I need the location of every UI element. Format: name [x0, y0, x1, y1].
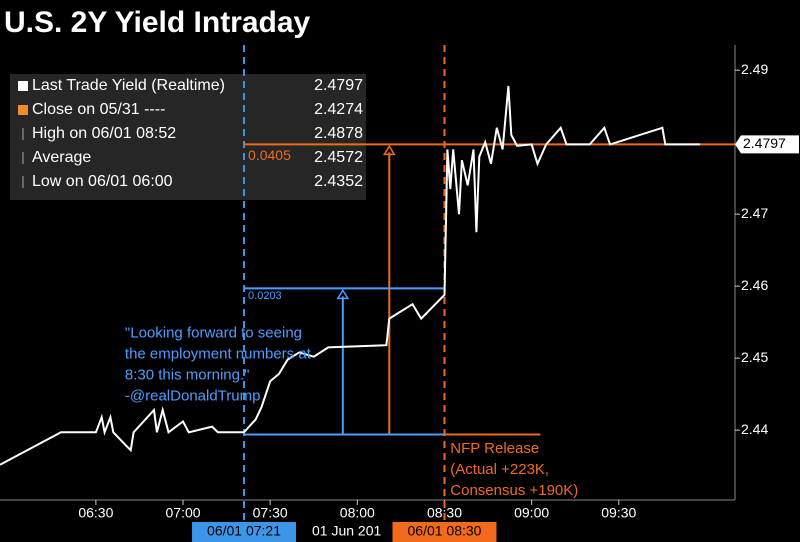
x-tick-label: 06:30	[78, 505, 113, 521]
last-value-tag	[735, 135, 799, 154]
y-tick-label: 2.49	[741, 61, 768, 77]
legend-value: 2.4274	[314, 101, 363, 118]
legend-value: 2.4797	[314, 77, 363, 94]
legend-value: 2.4352	[314, 173, 363, 190]
legend-swatch	[18, 81, 28, 91]
last-value-label: 2.4797	[743, 135, 786, 151]
x-tick-label: 07:30	[253, 505, 288, 521]
legend-value: 2.4878	[314, 125, 363, 142]
marker-label-box	[392, 522, 497, 542]
marker-label-box	[192, 522, 297, 542]
legend-label: Close on 05/31 ----	[32, 101, 165, 118]
marker-label: 06/01 07:21	[207, 523, 281, 539]
x-tick-label: 09:30	[601, 505, 636, 521]
y-tick-label: 2.46	[741, 277, 768, 293]
annotation-text: -@realDonaldTrump	[125, 388, 261, 405]
annotation-text: "Looking forward to seeing	[125, 325, 302, 342]
legend-label: High on 06/01 08:52	[32, 125, 176, 142]
y-tick-label: 2.47	[741, 205, 768, 221]
arrow-head	[336, 288, 350, 300]
y-tick-label: 2.44	[741, 421, 768, 437]
annotation-text: the employment numbers at	[125, 346, 312, 363]
annotation-text: (Actual +223K,	[450, 461, 549, 478]
measure-delta: 0.0203	[248, 290, 282, 302]
legend-label: Last Trade Yield (Realtime)	[32, 77, 225, 94]
x-tick-label: 08:30	[427, 505, 462, 521]
x-axis-date: 01 Jun 201	[312, 523, 381, 539]
marker-label: 06/01 08:30	[408, 523, 482, 539]
arrow-head	[382, 144, 396, 156]
annotation-text: NFP Release	[450, 440, 539, 457]
x-tick-label: 08:00	[340, 505, 375, 521]
legend-swatch	[18, 105, 28, 115]
legend-value: 2.4572	[314, 149, 363, 166]
x-tick-label: 09:00	[514, 505, 549, 521]
legend-box	[10, 74, 366, 200]
chart-title: U.S. 2Y Yield Intraday	[4, 6, 311, 39]
legend-label: Low on 06/01 06:00	[32, 173, 173, 190]
y-tick-label: 2.45	[741, 349, 768, 365]
series-line	[0, 85, 701, 466]
annotation-text: 8:30 this morning."	[125, 367, 250, 384]
annotation-text: Consensus +190K)	[450, 482, 578, 499]
x-tick-label: 07:00	[166, 505, 201, 521]
measure-delta: 0.0405	[248, 147, 291, 163]
legend-label: Average	[32, 149, 91, 166]
